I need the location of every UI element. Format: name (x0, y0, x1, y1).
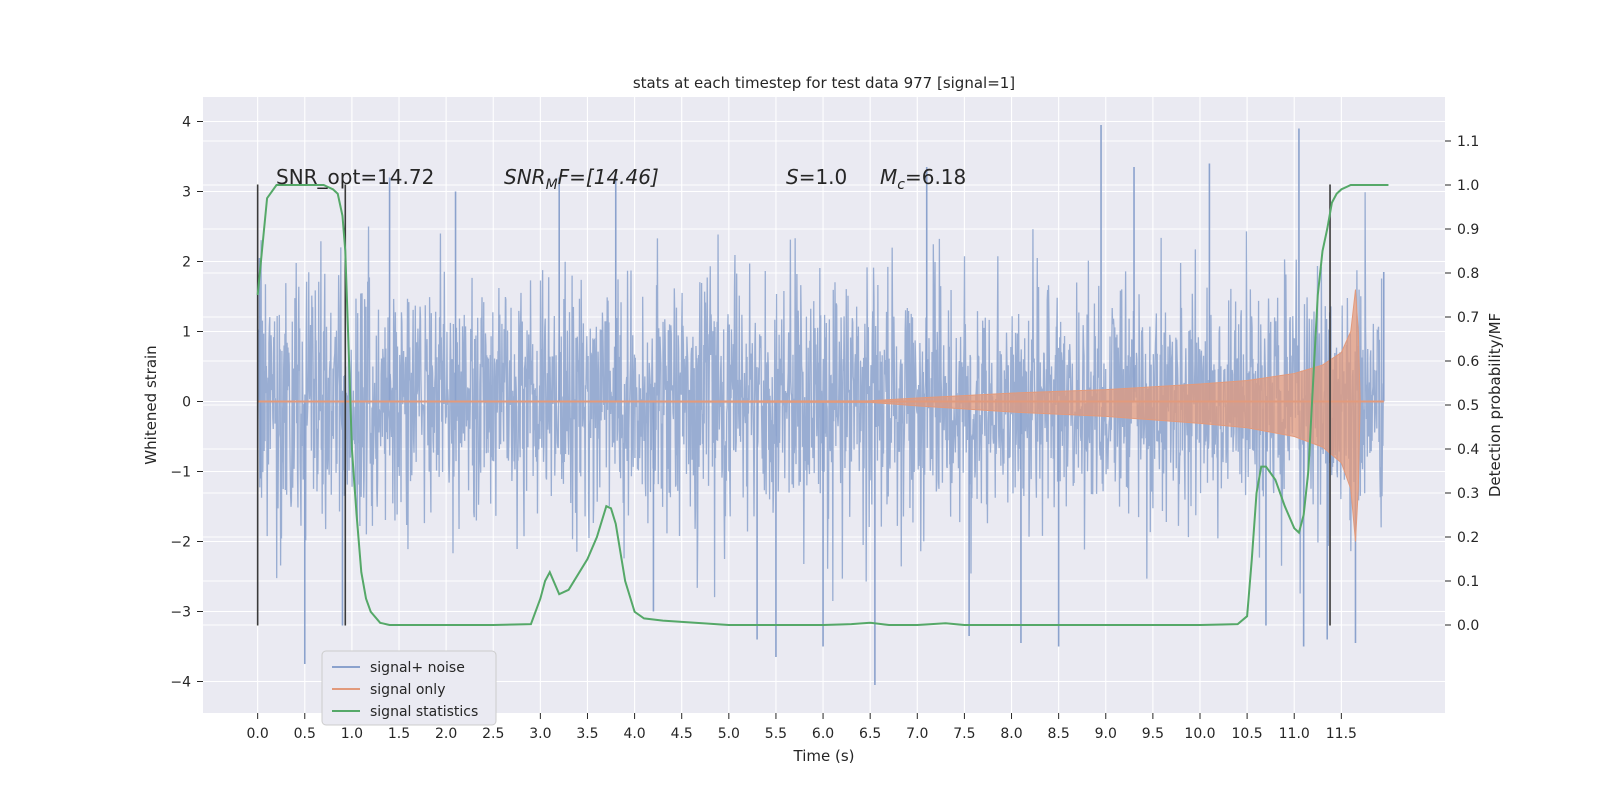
y-right-tick-label: 0.3 (1457, 486, 1479, 502)
mc-sub: c (897, 177, 905, 193)
signal-only-series (257, 289, 1384, 542)
snr-opt-annotation: SNR_opt=14.72 (276, 165, 434, 189)
y-left-tick-label: 2 (182, 255, 191, 271)
y-right-tick-label: 0.8 (1457, 266, 1479, 282)
x-tick-label: 7.5 (953, 726, 975, 742)
y-left-tick-label: −4 (170, 675, 191, 691)
mc-main: M (880, 165, 897, 189)
x-tick-label: 3.0 (529, 726, 551, 742)
x-tick-label: 4.5 (671, 726, 693, 742)
x-tick-label: 10.5 (1232, 726, 1263, 742)
legend: signal+ noise signal only signal statistic… (321, 650, 497, 726)
x-tick-label: 11.5 (1326, 726, 1357, 742)
y-right-tick-label: 0.2 (1457, 530, 1479, 546)
x-tick-label: 3.5 (576, 726, 598, 742)
x-axis-label: Time (s) (793, 747, 855, 765)
y-right-tick-label: 0.0 (1457, 618, 1479, 634)
legend-label: signal only (370, 682, 445, 698)
y-right-tick-label: 0.5 (1457, 398, 1479, 414)
snr-mf-sub: M (546, 177, 558, 193)
y-right-tick-label: 0.6 (1457, 354, 1479, 370)
y-left-tick-label: 1 (182, 325, 191, 341)
legend-label: signal statistics (370, 704, 478, 720)
x-tick-label: 10.0 (1184, 726, 1215, 742)
y-right-tick-label: 1.1 (1457, 134, 1479, 150)
x-tick-label: 9.0 (1095, 726, 1117, 742)
s-rest: =1.0 (799, 165, 848, 189)
x-tick-label: 9.5 (1142, 726, 1164, 742)
x-tick-label: 5.5 (765, 726, 787, 742)
snr-mf-rest: F=[14.46] (558, 165, 659, 189)
y-left-tick-label: 0 (182, 395, 191, 411)
y-right-tick-label: 1.0 (1457, 178, 1479, 194)
signal-statistics-series (256, 184, 1389, 626)
x-tick-label: 2.0 (435, 726, 457, 742)
y-left-tick-label: −3 (170, 605, 191, 621)
mc-rest: =6.18 (905, 165, 966, 189)
snr-mf-main: SNR (504, 165, 546, 189)
y-left-tick-label: −1 (170, 465, 191, 481)
y-left-tick-label: 3 (182, 185, 191, 201)
chart-title: stats at each timestep for test data 977… (633, 74, 1015, 92)
x-tick-label: 7.0 (906, 726, 928, 742)
y-axis-right-ticks: 1.1 1.0 0.9 0.8 0.7 0.6 0.5 0.4 0.3 0.2 0.1 0.0 (1445, 134, 1479, 634)
y-left-tick-label: 4 (182, 115, 191, 131)
annotations: SNR_opt=14.72 SNRMF=[14.46] S=1.0 Mc=6.1… (276, 165, 966, 193)
x-tick-label: 1.5 (388, 726, 410, 742)
snr-mf-annotation: SNRMF=[14.46] (504, 165, 659, 193)
x-tick-label: 1.0 (341, 726, 363, 742)
y-axis-right-label: Detection probability/MF (1486, 313, 1504, 497)
y-left-tick-label: −2 (170, 535, 191, 551)
x-axis-ticks: 0.0 0.5 1.0 1.5 2.0 2.5 3.0 3.5 4.0 4.5 5.0 5.5 6.0 6… (247, 713, 1357, 742)
s-main: S (786, 165, 799, 189)
y-right-tick-label: 0.1 (1457, 574, 1479, 590)
x-tick-label: 5.0 (718, 726, 740, 742)
x-tick-label: 0.5 (294, 726, 316, 742)
x-tick-label: 11.0 (1279, 726, 1310, 742)
s-annotation: S=1.0 (786, 165, 847, 189)
y-right-tick-label: 0.7 (1457, 310, 1479, 326)
legend-box (321, 650, 497, 726)
signal-noise-series (257, 125, 1385, 685)
x-tick-label: 6.5 (859, 726, 881, 742)
x-tick-label: 0.0 (247, 726, 269, 742)
y-axis-left-ticks: 4 3 2 1 0 −1 −2 −3 −4 (170, 115, 203, 691)
x-tick-label: 8.0 (1000, 726, 1022, 742)
grid-lines (203, 97, 1445, 713)
noise-trace (257, 192, 1385, 602)
y-right-tick-label: 0.4 (1457, 442, 1479, 458)
x-tick-label: 2.5 (482, 726, 504, 742)
legend-label: signal+ noise (370, 660, 465, 676)
y-right-tick-label: 0.9 (1457, 222, 1479, 238)
mc-annotation: Mc=6.18 (880, 165, 966, 193)
x-tick-label: 4.0 (623, 726, 645, 742)
x-tick-label: 8.5 (1048, 726, 1070, 742)
y-axis-label: Whitened strain (142, 345, 160, 464)
x-tick-label: 6.0 (812, 726, 834, 742)
plot-content (256, 125, 1389, 685)
